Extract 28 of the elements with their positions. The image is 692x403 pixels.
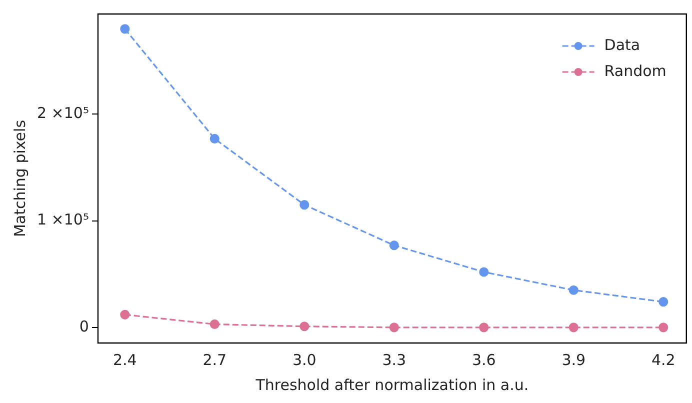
x-tick-label: 3.3 xyxy=(382,350,406,369)
x-tick-label: 4.2 xyxy=(651,350,676,369)
point xyxy=(389,322,399,332)
point xyxy=(479,322,489,332)
x-tick-label: 3.9 xyxy=(562,350,586,369)
point xyxy=(658,297,668,307)
point xyxy=(568,322,578,332)
point xyxy=(479,267,489,277)
y-tick-label: 0 xyxy=(79,317,89,336)
x-axis-title: Threshold after normalization in a.u. xyxy=(254,376,529,394)
y-axis-title: Matching pixels xyxy=(10,120,29,238)
y-tick-label: 1 ×10⁵ xyxy=(36,210,89,229)
point xyxy=(389,240,399,250)
x-tick-label: 3.0 xyxy=(292,350,316,369)
x-tick-label: 2.4 xyxy=(112,350,137,369)
point xyxy=(210,134,220,144)
point xyxy=(300,200,310,210)
point xyxy=(300,322,310,332)
point xyxy=(568,285,578,295)
y-tick-label: 2 ×10⁵ xyxy=(36,104,89,122)
legend-label: Data xyxy=(604,36,640,54)
point xyxy=(120,310,130,320)
point xyxy=(120,24,130,34)
point xyxy=(658,322,668,332)
legend-label: Random xyxy=(604,62,666,80)
point xyxy=(210,319,220,330)
x-tick-label: 2.7 xyxy=(202,350,227,369)
x-tick-label: 3.6 xyxy=(472,350,496,369)
